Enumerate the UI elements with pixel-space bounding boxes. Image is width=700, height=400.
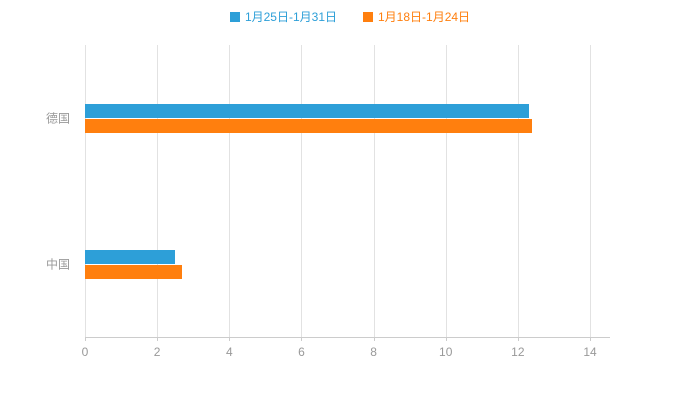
bar-中国-series-0 — [85, 249, 176, 264]
x-tick-label: 12 — [511, 345, 525, 359]
legend-label: 1月18日-1月24日 — [378, 10, 471, 24]
y-category-label: 德国 — [45, 111, 70, 126]
gridline — [301, 45, 303, 337]
gridline — [445, 45, 447, 337]
axis-tick — [445, 337, 447, 341]
axis-tick — [229, 337, 231, 341]
legend-marker-icon — [229, 11, 240, 22]
axis-tick — [85, 337, 86, 341]
y-category-label: 中国 — [45, 257, 70, 272]
gridline — [590, 45, 591, 337]
bar-中国-series-1 — [85, 264, 183, 279]
legend: 1月25日-1月31日 1月18日-1月24日 — [0, 8, 700, 25]
legend-marker-icon — [363, 11, 373, 22]
gridline — [157, 45, 159, 337]
x-tick-label: 0 — [81, 345, 89, 359]
legend-item-0[interactable]: 1月25日-1月31日 — [229, 8, 337, 25]
x-tick-label: 4 — [225, 345, 233, 359]
axis-tick — [373, 337, 375, 341]
x-tick-label: 2 — [153, 345, 161, 359]
axis-tick — [157, 337, 159, 341]
legend-item-1[interactable]: 1月18日-1月24日 — [363, 8, 470, 25]
x-tick-label: 14 — [583, 345, 597, 359]
axis-tick — [590, 337, 591, 341]
gridline — [85, 45, 86, 337]
axis-tick — [517, 337, 519, 341]
gridline — [229, 45, 231, 337]
gridline — [373, 45, 375, 337]
legend-label: 1月25日-1月31日 — [244, 10, 337, 24]
axis-tick — [301, 337, 303, 341]
x-tick-label: 6 — [298, 345, 305, 359]
bar-德国-series-0 — [85, 103, 529, 118]
x-tick-label: 10 — [439, 345, 453, 359]
plot-area: 0 2 4 6 8 10 12 14 — [82, 45, 610, 359]
gridline — [517, 45, 519, 337]
bar-德国-series-1 — [85, 118, 533, 133]
x-tick-label: 8 — [370, 345, 377, 359]
